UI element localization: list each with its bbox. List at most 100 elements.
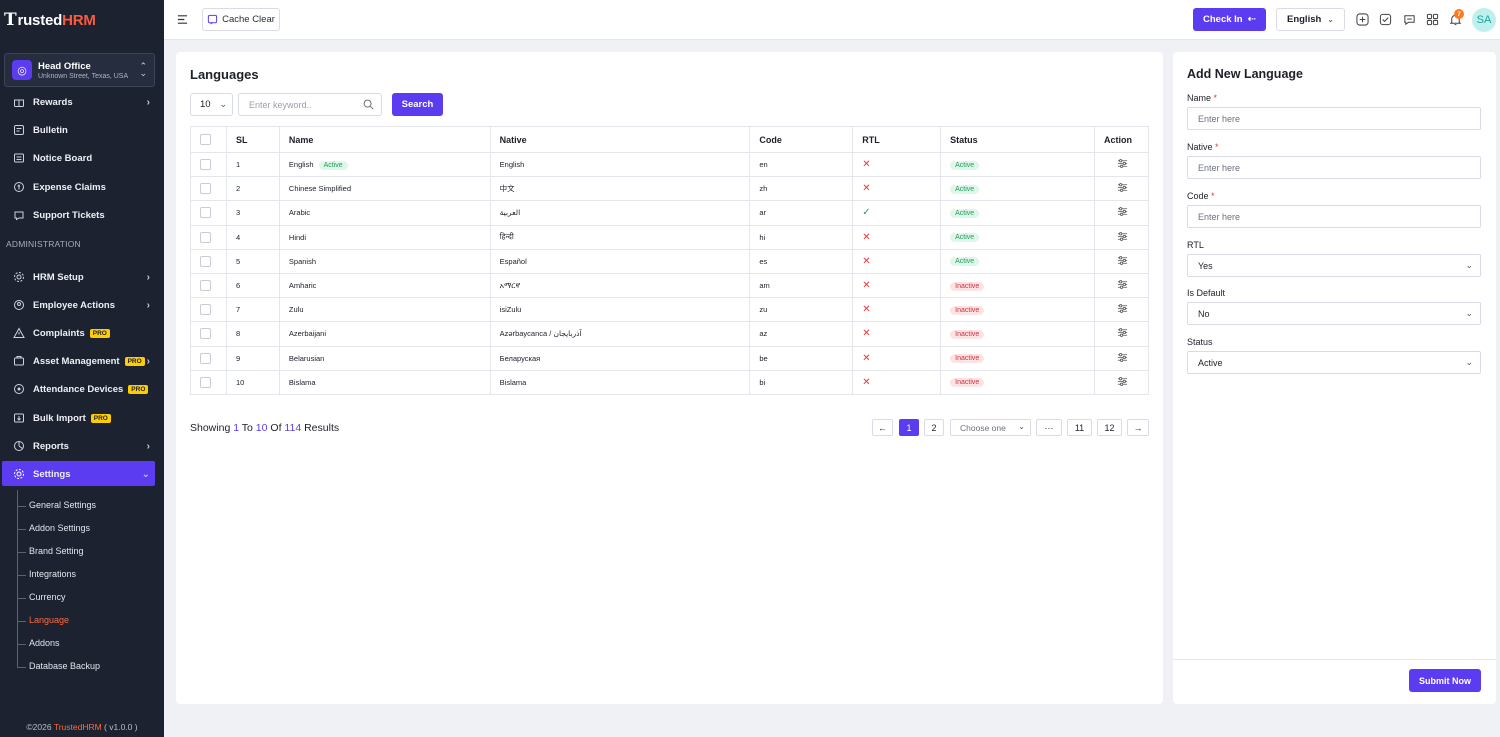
sliders-icon[interactable] xyxy=(1117,182,1128,193)
code-label-text: Code xyxy=(1187,191,1209,201)
chevron-down-icon: ⌄ xyxy=(1465,308,1473,318)
sliders-icon[interactable] xyxy=(1117,352,1128,363)
sidebar-item-complaints[interactable]: Complaints PRO xyxy=(6,322,156,344)
row-checkbox[interactable] xyxy=(200,280,211,292)
sidebar-item-expense-claims[interactable]: Expense Claims xyxy=(6,176,156,198)
add-language-card: Add New Language Name * Enter here Nativ… xyxy=(1173,52,1496,704)
cell-rtl: ✕ xyxy=(852,345,942,371)
row-checkbox[interactable] xyxy=(200,207,211,219)
column-header-name: Name xyxy=(278,126,491,153)
submit-button[interactable]: Submit Now xyxy=(1409,669,1481,692)
settings-sub-addons[interactable]: Addons xyxy=(17,638,60,648)
settings-sub-language[interactable]: Language xyxy=(16,615,70,625)
row-checkbox[interactable] xyxy=(200,328,211,340)
status-value: Active xyxy=(1198,357,1223,368)
sidebar-item-hrm-setup[interactable]: HRM Setup › xyxy=(6,266,156,288)
sidebar-item-attendance-devices[interactable]: Attendance Devices PRO xyxy=(6,378,156,400)
is-default-select[interactable]: No ⌄ xyxy=(1187,302,1481,325)
table-row: 8 Azerbaijani Azərbaycanca / آذربایجان az ✕ I… xyxy=(190,321,1150,347)
settings-sub-general-settings[interactable]: General Settings xyxy=(16,500,97,510)
language-name: Azerbaijani xyxy=(288,329,327,339)
sliders-icon[interactable] xyxy=(1117,255,1128,266)
status-badge: Inactive xyxy=(950,378,985,388)
row-checkbox[interactable] xyxy=(200,304,211,316)
pagination-page-1[interactable]: 1 xyxy=(899,419,919,436)
row-checkbox[interactable] xyxy=(200,255,211,267)
check-in-button[interactable]: Check In ⇠ xyxy=(1193,8,1266,31)
sliders-icon[interactable] xyxy=(1117,327,1128,338)
sidebar-item-asset-management[interactable]: Asset Management PRO › xyxy=(6,350,156,372)
branch-selector[interactable]: ◎ Head Office Unknown Street, Texas, USA… xyxy=(4,53,155,87)
status-badge: Inactive xyxy=(950,281,985,291)
footer-brand[interactable]: TrustedHRM xyxy=(53,722,102,732)
sliders-icon[interactable] xyxy=(1117,206,1128,217)
cell-sl: 9 xyxy=(225,345,280,371)
chevron-right-icon: › xyxy=(146,96,150,108)
code-field[interactable]: Enter here xyxy=(1187,205,1481,228)
pagination-page-11[interactable]: 11 xyxy=(1067,419,1092,436)
form-divider xyxy=(1173,659,1496,660)
row-select-cell xyxy=(190,176,227,202)
chevron-down-icon: ⌄ xyxy=(1018,422,1025,431)
pagination-prev-button[interactable]: ← xyxy=(872,419,893,436)
pagination-next-button[interactable]: → xyxy=(1127,419,1149,436)
sidebar-item-reports[interactable]: Reports › xyxy=(6,435,156,457)
row-checkbox[interactable] xyxy=(200,352,211,364)
add-icon[interactable] xyxy=(1355,12,1369,26)
sidebar-item-employee-actions[interactable]: Employee Actions › xyxy=(6,294,156,316)
select-all-checkbox[interactable] xyxy=(200,134,211,146)
code-label: Code * xyxy=(1187,191,1215,201)
status-badge: Active xyxy=(950,257,980,267)
language-value: English xyxy=(1286,14,1322,25)
avatar[interactable]: SA xyxy=(1472,8,1496,32)
language-name: Chinese Simplified xyxy=(288,184,352,194)
rtl-select[interactable]: Yes ⌄ xyxy=(1187,254,1481,277)
name-field[interactable]: Enter here xyxy=(1187,107,1481,130)
sliders-icon[interactable] xyxy=(1117,376,1128,387)
language-selector[interactable]: English ⌄ xyxy=(1276,8,1345,31)
bulletin-icon xyxy=(12,123,26,137)
sidebar-item-settings[interactable]: Settings ⌄ xyxy=(6,463,156,485)
sidebar-item-bulletin[interactable]: Bulletin xyxy=(6,119,156,141)
sliders-icon[interactable] xyxy=(1117,279,1128,290)
row-checkbox[interactable] xyxy=(200,159,211,171)
todo-icon[interactable] xyxy=(1378,12,1392,26)
settings-sub-currency[interactable]: Currency xyxy=(17,592,66,602)
languages-card: Languages 10 ⌄ Enter keyword.. Search SL… xyxy=(176,52,1163,704)
showing-prefix: Showing xyxy=(190,422,231,434)
chat-icon[interactable] xyxy=(1402,12,1416,26)
per-page-value: 10 xyxy=(200,99,211,110)
sidebar-item-notice-board[interactable]: Notice Board xyxy=(6,147,156,169)
sliders-icon[interactable] xyxy=(1117,158,1128,169)
cache-clear-button[interactable]: Cache Clear xyxy=(202,8,280,31)
sidebar-item-rewards[interactable]: Rewards › xyxy=(6,91,156,113)
cell-name: Belarusian xyxy=(278,345,491,371)
apps-grid-icon[interactable] xyxy=(1425,12,1439,26)
status-select[interactable]: Active ⌄ xyxy=(1187,351,1481,374)
pagination-page-2[interactable]: 2 xyxy=(924,419,944,436)
per-page-select[interactable]: 10 ⌄ xyxy=(190,93,233,116)
native-field[interactable]: Enter here xyxy=(1187,156,1481,179)
row-checkbox[interactable] xyxy=(200,183,211,195)
sidebar-item-bulk-import[interactable]: Bulk Import PRO xyxy=(6,407,156,429)
pagination-page-12[interactable]: 12 xyxy=(1097,419,1122,436)
device-icon xyxy=(12,382,26,396)
cross-icon: ✕ xyxy=(862,376,871,388)
settings-sub-addon-settings[interactable]: Addon Settings xyxy=(16,523,91,533)
menu-toggle-icon[interactable] xyxy=(177,14,188,25)
pagination-ellipsis[interactable]: ··· xyxy=(1036,419,1062,436)
settings-sub-integrations[interactable]: Integrations xyxy=(16,569,77,579)
sliders-icon[interactable] xyxy=(1117,231,1128,242)
row-checkbox[interactable] xyxy=(200,376,211,388)
settings-sub-database-backup[interactable]: Database Backup xyxy=(16,661,101,671)
settings-sub-brand-setting[interactable]: Brand Setting xyxy=(17,546,84,556)
sliders-icon[interactable] xyxy=(1117,303,1128,314)
search-button[interactable]: Search xyxy=(392,93,443,116)
search-input[interactable]: Enter keyword.. xyxy=(238,93,382,116)
sidebar-item-support-tickets[interactable]: Support Tickets xyxy=(6,204,156,226)
pagination-page-select[interactable]: Choose one ⌄ xyxy=(950,419,1031,436)
cell-sl: 7 xyxy=(225,297,280,323)
row-checkbox[interactable] xyxy=(200,231,211,243)
name-label-text: Name xyxy=(1187,93,1212,103)
